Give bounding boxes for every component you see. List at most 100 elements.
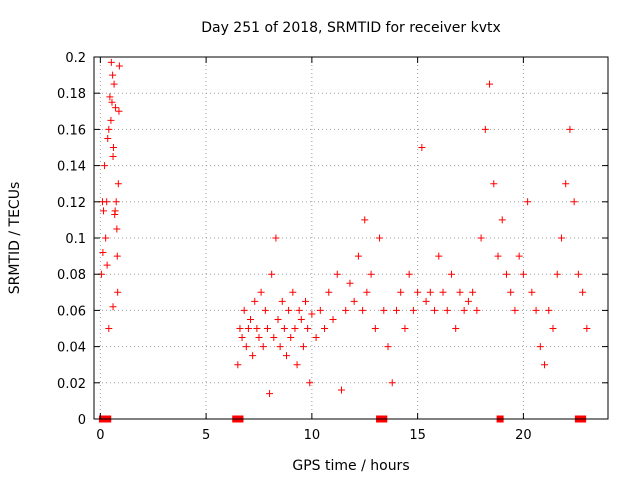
data-point (113, 252, 121, 260)
data-point (371, 325, 379, 332)
data-point (114, 180, 122, 188)
data-point (342, 306, 350, 314)
data-point (266, 390, 274, 398)
data-point (114, 288, 122, 296)
data-point (452, 325, 460, 332)
data-point (115, 62, 123, 70)
data-point (486, 80, 494, 88)
data-point (494, 252, 502, 260)
data-point (293, 361, 301, 369)
data-point (329, 315, 337, 323)
data-point (477, 234, 485, 242)
data-point (498, 216, 506, 224)
data-point (524, 198, 532, 206)
y-tick-label: 0.02 (57, 377, 86, 392)
data-point (302, 297, 310, 305)
data-point (388, 379, 396, 387)
data-point (112, 198, 120, 206)
data-point (263, 325, 271, 332)
data-point (562, 180, 570, 188)
data-point (104, 134, 112, 142)
data-point (376, 234, 384, 242)
data-point (392, 306, 400, 314)
chart-title: Day 251 of 2018, SRMTID for receiver kvt… (201, 20, 501, 36)
data-point (426, 288, 434, 296)
data-point (109, 303, 117, 311)
data-point (333, 270, 341, 278)
data-point (299, 343, 307, 351)
data-point (312, 334, 320, 342)
data-point (456, 288, 464, 296)
data-point (325, 288, 333, 296)
data-point (304, 325, 312, 332)
data-point (234, 361, 242, 369)
data-point (238, 334, 246, 342)
data-point (502, 270, 510, 278)
x-tick-label: 20 (515, 428, 532, 443)
data-point (570, 198, 578, 206)
data-point (291, 325, 299, 332)
data-point (443, 306, 451, 314)
data-point (268, 270, 276, 278)
data-point (447, 270, 455, 278)
data-point (532, 306, 540, 314)
data-point (107, 116, 115, 124)
data-point (109, 144, 117, 151)
data-point (460, 306, 468, 314)
y-tick-label: 0.16 (57, 123, 86, 138)
data-point (240, 306, 248, 314)
data-point (272, 234, 280, 242)
data-point (409, 306, 417, 314)
data-point (574, 270, 582, 278)
y-axis-label: SRMTID / TECUs (7, 182, 23, 295)
data-point (287, 334, 295, 342)
data-point (469, 288, 477, 296)
data-point (515, 252, 523, 260)
data-point (259, 343, 267, 351)
data-point (249, 352, 257, 360)
data-point (380, 306, 388, 314)
x-tick-label: 0 (96, 428, 104, 443)
data-point (361, 216, 369, 224)
data-point (418, 144, 426, 151)
data-point (247, 315, 255, 323)
data-point (261, 306, 269, 314)
data-point (257, 288, 265, 296)
data-point (105, 325, 113, 332)
data-point (105, 125, 113, 133)
data-point (464, 297, 472, 305)
data-point (110, 80, 118, 88)
data-point (321, 325, 329, 332)
data-point (511, 306, 519, 314)
data-point-layer (97, 58, 591, 398)
y-tick-label: 0.1 (65, 232, 86, 247)
data-point (316, 306, 324, 314)
data-point (384, 343, 392, 351)
data-point (435, 252, 443, 260)
data-point (102, 234, 110, 242)
y-tick-label: 0.2 (65, 51, 86, 66)
grid-layer (94, 57, 608, 419)
data-point (101, 162, 109, 170)
data-point (306, 379, 314, 387)
x-axis-label: GPS time / hours (292, 458, 409, 474)
data-point (108, 98, 116, 106)
data-point (112, 104, 120, 112)
data-point (473, 306, 481, 314)
data-point (528, 288, 536, 296)
data-point (439, 288, 447, 296)
data-point (270, 334, 278, 342)
data-point (282, 352, 290, 360)
data-point (99, 248, 107, 256)
x-tick-label: 5 (202, 428, 210, 443)
data-point (337, 386, 345, 394)
y-tick-label: 0.12 (57, 196, 86, 211)
data-point (109, 71, 117, 79)
data-point (422, 297, 430, 305)
data-point (103, 198, 111, 206)
data-point (285, 306, 293, 314)
data-point (255, 334, 263, 342)
data-point (519, 270, 527, 278)
y-tick-label: 0.14 (57, 160, 86, 175)
